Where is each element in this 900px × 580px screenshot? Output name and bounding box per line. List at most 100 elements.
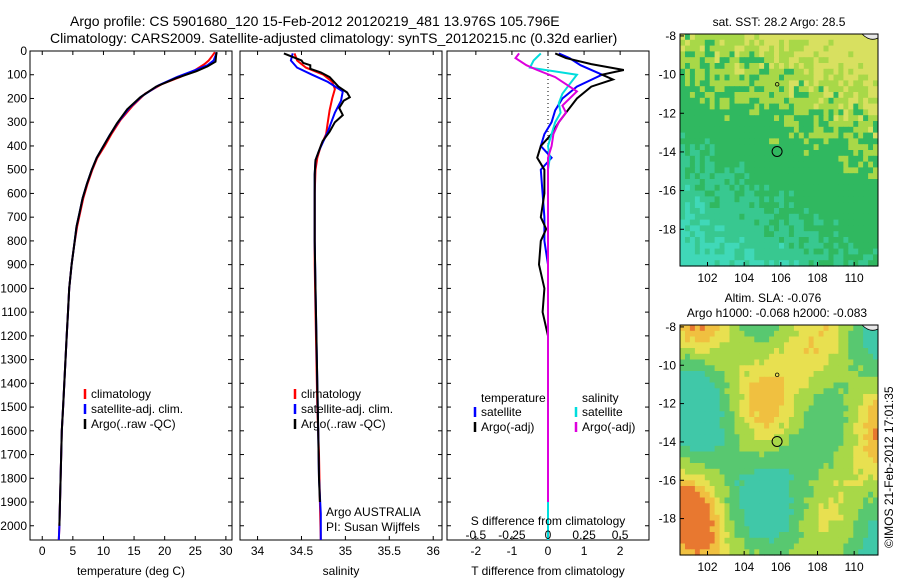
map-cell [853,376,859,384]
map-cell [714,520,721,527]
map-cell [838,74,844,81]
map-cell [689,537,696,545]
map-cell [788,231,795,238]
map-cell [689,543,696,550]
map-cell [744,405,750,412]
map-cell [759,242,765,250]
map-cell [779,457,785,464]
y-tick-label: 800 [7,234,27,248]
map-cell [680,51,686,58]
map-cell [759,514,765,522]
map-cell [788,417,795,424]
map-cell [744,196,750,203]
map-cell [808,161,815,168]
map-cell [729,150,735,157]
map-cell [759,382,765,389]
map-cell [749,434,755,441]
map-cell [694,144,701,151]
map-cell [793,509,800,516]
map-cell [779,445,785,453]
map-cell [769,463,775,470]
map-cell [774,167,780,174]
map-cell [774,399,780,407]
map-cell [724,161,730,168]
map-cell [714,353,721,361]
x-tick-label: 5 [70,544,77,558]
map-cell [873,491,879,499]
map-cell [714,365,721,372]
map-cell [699,121,706,128]
map-cell [680,80,686,87]
map-cell [833,196,839,203]
map-cell [774,532,780,539]
map-cell [803,514,810,522]
map-cell [838,468,844,476]
map-cell [858,121,864,128]
map-cell [734,39,740,47]
map-cell [858,451,864,458]
map-cell [784,155,790,163]
map-cell [788,237,795,244]
map-cell [764,491,770,499]
map-cell [798,434,805,441]
map-cell [833,394,839,401]
map-cell [793,497,800,504]
map-cell [833,39,839,47]
map-cell [764,537,770,545]
map-cell [793,468,800,476]
map-cell [828,480,834,487]
map-cell [833,537,839,545]
map-cell [724,80,730,87]
map-cell [769,417,775,424]
map-cell [704,242,711,250]
map-cell [848,260,854,267]
map-cell [858,376,864,384]
map-cell [719,115,726,122]
map-cell [818,457,825,464]
map-cell [858,497,864,504]
map-cell [689,440,696,447]
map-cell [749,376,755,384]
map-cell [823,190,829,197]
map-cell [838,463,844,470]
map-cell [685,422,691,430]
map-cell [818,132,825,139]
map-cell [759,342,765,349]
map-cell [863,161,869,168]
map-cell [793,155,800,163]
map-cell [759,422,765,430]
map-cell [704,225,711,232]
map-cell [848,509,854,516]
map-cell [680,34,686,41]
map-cell [853,382,859,389]
map-cell [803,532,810,539]
map-cell [719,509,726,516]
map-cell [793,121,800,128]
map-cell [709,260,716,267]
map-cell [699,150,706,157]
map-cell [744,451,750,458]
map-cell [823,480,829,487]
map-cell [784,451,790,458]
map-cell [680,474,686,481]
map-cell [853,45,859,52]
map-cell [754,509,760,516]
map-cell [843,45,849,52]
map-cell [848,92,854,99]
map-cell [724,190,730,197]
map-cell [774,434,780,441]
map-cell [774,219,780,226]
map-cell [759,434,765,441]
map-cell [853,514,859,522]
map-cell [699,231,706,238]
map-cell [803,248,810,255]
map-cell [714,514,721,522]
map-cell [838,359,844,366]
map-cell [694,208,701,215]
map-cell [843,231,849,238]
map-cell [699,225,706,232]
map-cell [749,514,755,522]
map-cell [843,382,849,389]
map-cell [709,190,716,197]
map-cell [873,330,879,338]
